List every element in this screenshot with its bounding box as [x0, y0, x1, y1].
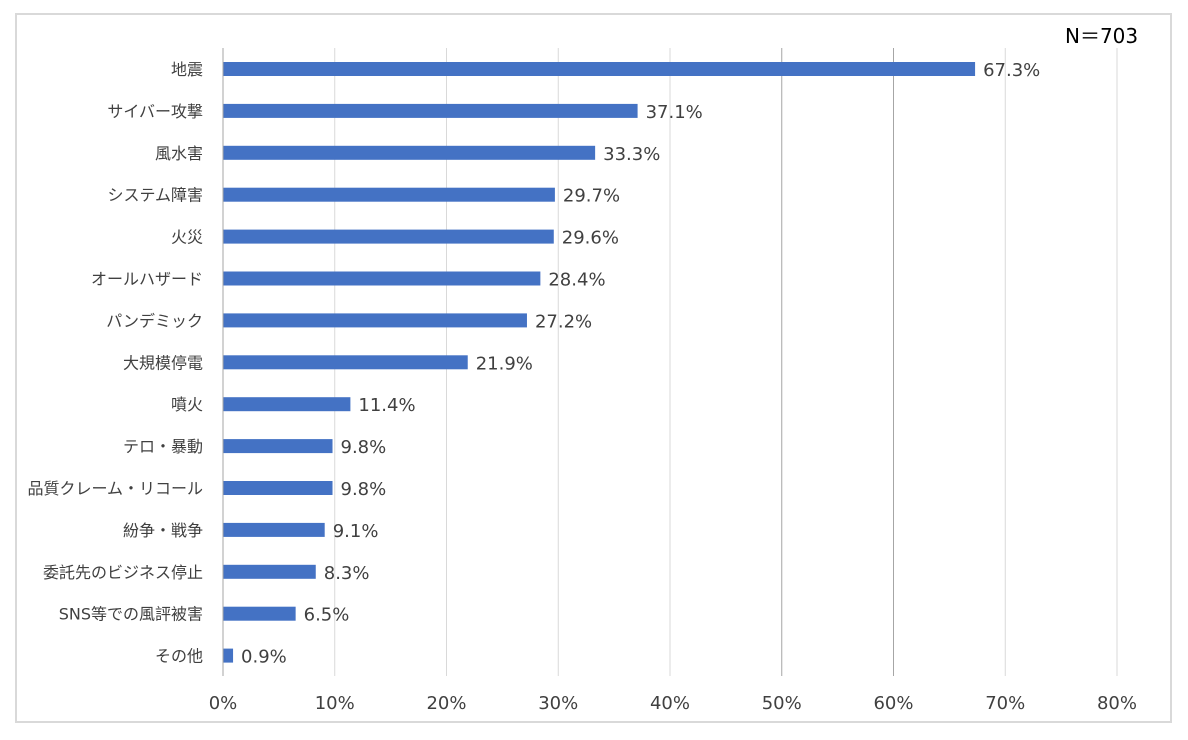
x-tick-label: 40% [650, 693, 690, 714]
bar [223, 229, 554, 244]
bar [223, 145, 596, 160]
category-label: 風水害 [155, 144, 203, 163]
bar [223, 103, 638, 118]
data-label: 21.9% [476, 353, 533, 374]
data-label: 67.3% [983, 60, 1040, 81]
data-label: 28.4% [548, 270, 605, 291]
bar [223, 439, 333, 454]
data-label: 37.1% [646, 102, 703, 123]
category-label: システム障害 [107, 186, 203, 205]
category-label: 火災 [171, 228, 203, 247]
bar [223, 271, 541, 286]
data-label: 29.6% [562, 228, 619, 249]
x-tick-label: 80% [1097, 693, 1137, 714]
x-tick-label: 60% [873, 693, 913, 714]
data-label: 11.4% [358, 395, 415, 416]
category-label: サイバー攻撃 [107, 102, 203, 121]
data-label: 8.3% [324, 563, 370, 584]
category-label: 紛争・戦争 [123, 521, 203, 540]
x-tick-label: 50% [762, 693, 802, 714]
data-label: 29.7% [563, 186, 620, 207]
x-tick-label: 70% [985, 693, 1025, 714]
data-label: 33.3% [603, 144, 660, 165]
category-label: 大規模停電 [123, 353, 203, 372]
bar [223, 606, 296, 621]
x-tick-label: 10% [315, 693, 355, 714]
category-label: 品質クレーム・リコール [27, 479, 203, 498]
data-label: 27.2% [535, 311, 592, 332]
chart-frame [15, 13, 1172, 723]
bar [223, 62, 976, 76]
category-label: オールハザード [91, 270, 203, 289]
category-label: テロ・暴動 [123, 437, 203, 456]
category-label: その他 [155, 647, 203, 666]
bar [223, 522, 325, 537]
bar [223, 564, 316, 579]
bar [223, 313, 527, 328]
category-label: SNS等での風評被害 [59, 605, 203, 624]
bar [223, 481, 333, 495]
category-label: パンデミック [106, 311, 203, 330]
bar [223, 187, 555, 202]
data-label: 0.9% [241, 647, 287, 668]
x-tick-label: 30% [538, 693, 578, 714]
x-tick-label: 20% [426, 693, 466, 714]
bar [223, 355, 468, 370]
category-label: 地震 [171, 60, 203, 79]
category-label: 委託先のビジネス停止 [43, 563, 203, 582]
data-label: 9.8% [341, 479, 387, 500]
category-label: 噴火 [171, 395, 203, 414]
sample-size-label: N＝703 [1065, 24, 1139, 48]
data-label: 9.8% [341, 437, 387, 458]
bar [223, 648, 234, 663]
bar [223, 397, 351, 412]
data-label: 6.5% [304, 605, 350, 626]
x-tick-label: 0% [209, 693, 238, 714]
data-label: 9.1% [333, 521, 379, 542]
